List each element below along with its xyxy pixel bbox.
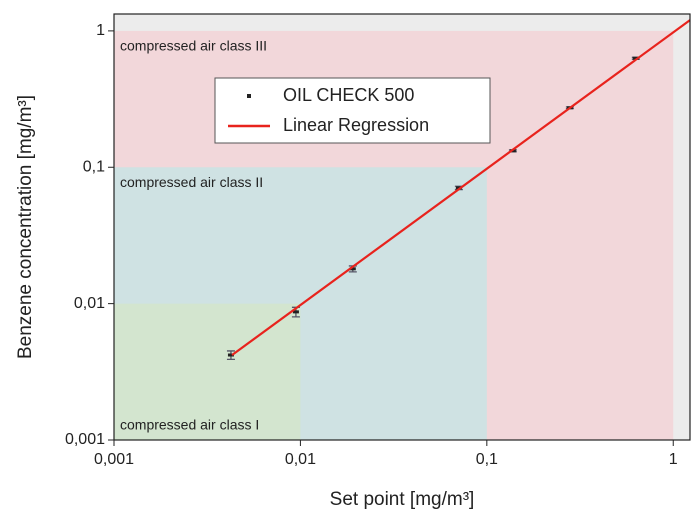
data-point	[349, 267, 356, 271]
region-label: compressed air class I	[120, 417, 259, 433]
legend-label: Linear Regression	[283, 115, 429, 135]
x-tick-label: 1	[669, 451, 678, 468]
legend-box	[214, 77, 491, 144]
y-tick-label: 0,01	[74, 295, 105, 312]
region-label: compressed air class III	[120, 38, 267, 54]
regression-line	[231, 19, 691, 356]
y-tick-label: 0,001	[65, 431, 105, 448]
y-tick-label: 1	[96, 22, 105, 39]
plot-frame	[113, 13, 691, 441]
data-point	[632, 56, 639, 60]
x-tick-label: 0,001	[94, 451, 134, 468]
y-axis-label: Benzene concentration [mg/m³]	[15, 95, 36, 359]
data-point	[292, 310, 299, 314]
x-tick-label: 0,01	[285, 451, 316, 468]
legend-swatch	[247, 94, 251, 98]
x-tick-label: 0,1	[476, 451, 498, 468]
region	[114, 303, 301, 440]
region-label: compressed air class II	[120, 174, 263, 190]
y-tick-label: 0,1	[83, 158, 105, 175]
data-point	[227, 353, 234, 357]
legend-label: OIL CHECK 500	[283, 85, 414, 105]
x-axis-label: Set point [mg/m³]	[330, 489, 475, 510]
